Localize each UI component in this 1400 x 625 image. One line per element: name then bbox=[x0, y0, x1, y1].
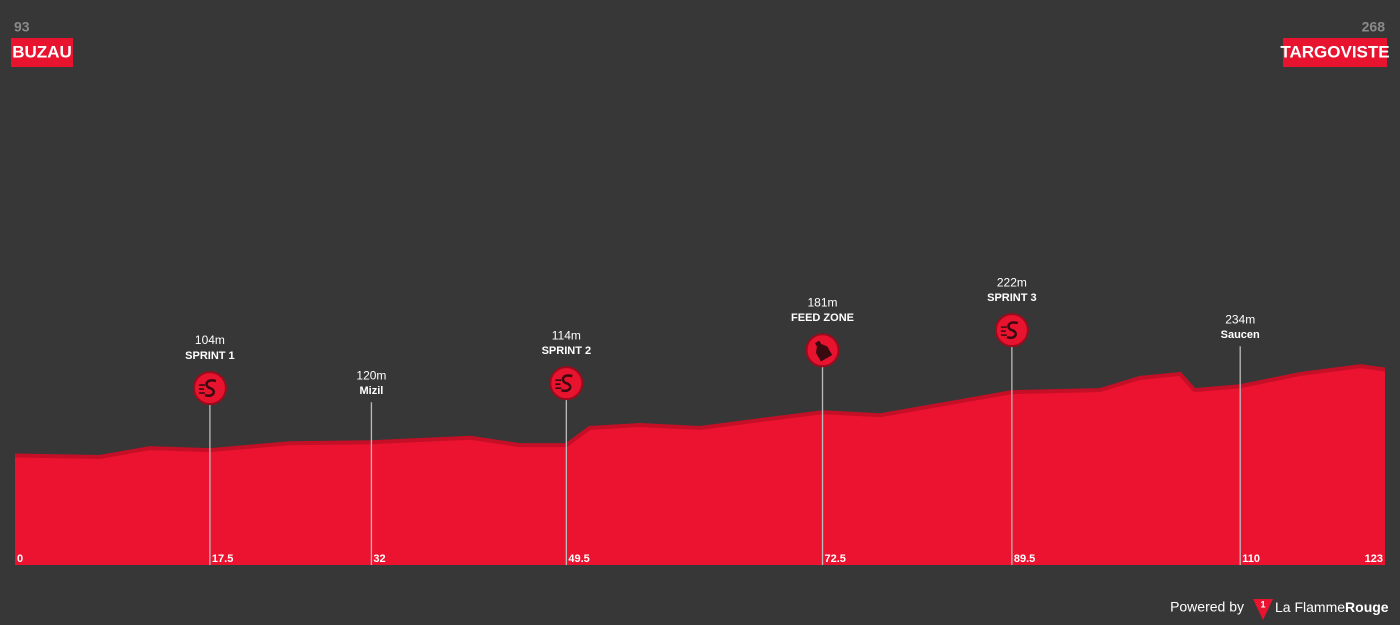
marker-elevation: 120m bbox=[356, 368, 386, 382]
sprint-lines bbox=[1000, 326, 1007, 336]
start-badge bbox=[11, 38, 73, 67]
km-label: 32 bbox=[373, 553, 385, 565]
finish-elevation: 268 bbox=[1362, 19, 1386, 35]
marker-name: SPRINT 2 bbox=[542, 345, 592, 357]
marker-elevation: 114m bbox=[552, 328, 581, 342]
sprint-lines bbox=[555, 379, 562, 389]
brand-bold: Rouge bbox=[1345, 599, 1389, 615]
finish-badge bbox=[1283, 38, 1387, 67]
marker-name: Mizil bbox=[360, 385, 384, 397]
marker-name: FEED ZONE bbox=[791, 312, 854, 324]
marker-elevation: 222m bbox=[997, 275, 1027, 289]
marker-elevation: 181m bbox=[808, 295, 838, 309]
brand: La FlammeRouge bbox=[1275, 599, 1389, 615]
km-label: 123 bbox=[1365, 553, 1383, 565]
logo-mark: 1 bbox=[1260, 599, 1265, 609]
km-label: 0 bbox=[17, 553, 23, 565]
logo-shape bbox=[1253, 599, 1273, 620]
brand-light: La Flamme bbox=[1275, 599, 1345, 615]
marker-name: SPRINT 3 bbox=[987, 292, 1037, 304]
km-label: 49.5 bbox=[568, 553, 589, 565]
km-label: 72.5 bbox=[825, 553, 846, 565]
marker-elevation: 104m bbox=[195, 333, 225, 347]
km-label: 17.5 bbox=[212, 553, 233, 565]
profile-area bbox=[15, 366, 1385, 565]
sprint-icon bbox=[1006, 321, 1019, 340]
sprint-icon bbox=[204, 379, 217, 397]
km-label: 89.5 bbox=[1014, 553, 1035, 565]
start-elevation: 93 bbox=[14, 19, 30, 35]
feed-icon bbox=[814, 340, 833, 362]
sprint-lines bbox=[198, 384, 205, 394]
sprint-icon bbox=[560, 374, 573, 393]
km-label: 110 bbox=[1242, 553, 1260, 565]
marker-name: Saucen bbox=[1221, 329, 1260, 341]
footer: Powered by 1 La FlammeRouge bbox=[1170, 599, 1389, 620]
profile-edge bbox=[14, 364, 1386, 459]
plot: 0 17.5 32 49.5 72.5 89.5 110 123 104m SPRINT 1 120… bbox=[14, 275, 1386, 565]
start-name: BUZAU bbox=[12, 42, 72, 61]
marker-elevation: 234m bbox=[1225, 312, 1255, 326]
finish-name: TARGOVISTE bbox=[1280, 42, 1389, 61]
marker-name: SPRINT 1 bbox=[185, 350, 235, 362]
powered-by: Powered by bbox=[1170, 599, 1244, 615]
